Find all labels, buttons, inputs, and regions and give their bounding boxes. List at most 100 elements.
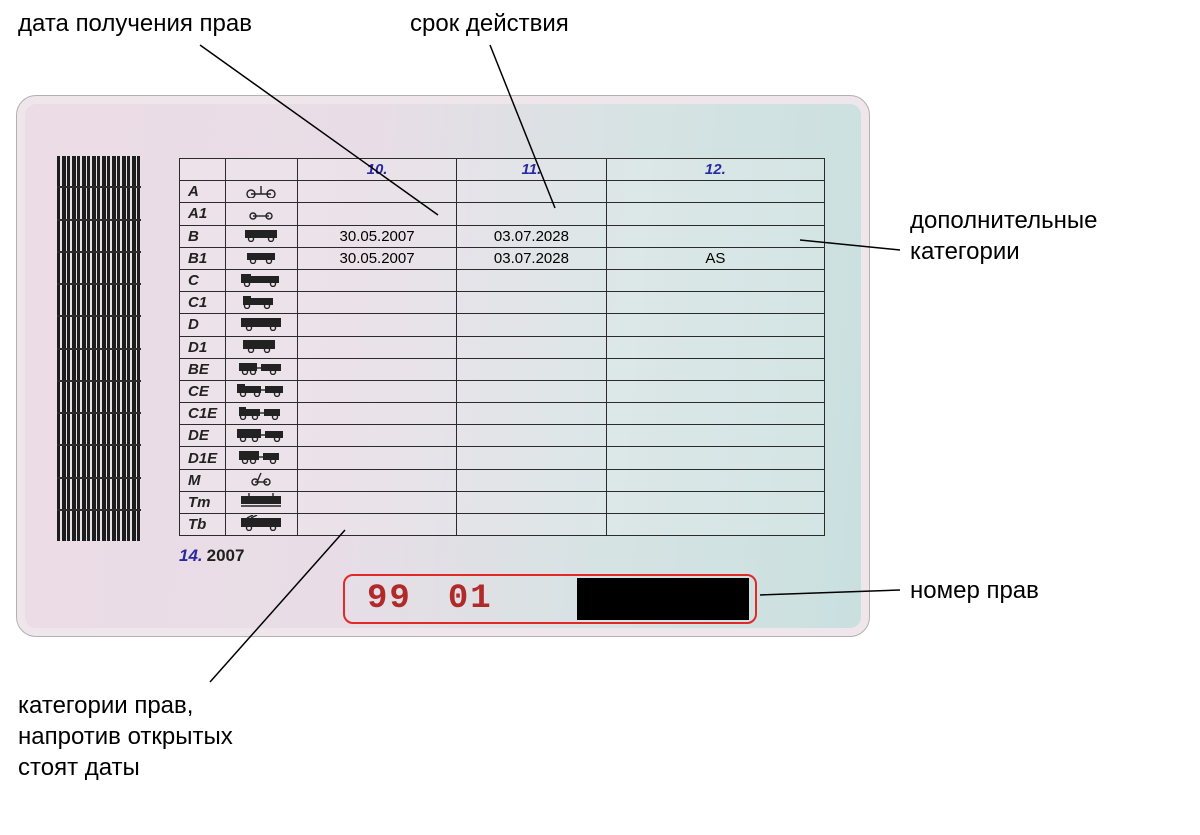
table-row: D: [180, 314, 825, 336]
cell-issue-date: [297, 181, 456, 203]
cell-expiry-date: [457, 181, 606, 203]
categories-table: 10. 11. 12. AA1B30.05.200703.07.2028B1 30…: [179, 158, 825, 536]
cell-category: A1: [180, 203, 226, 225]
cell-vehicle-icon: [225, 181, 297, 203]
table-row: C: [180, 269, 825, 291]
cell-category: Tb: [180, 514, 226, 536]
barcode: [57, 156, 141, 541]
cell-expiry-date: [457, 269, 606, 291]
cell-expiry-date: 03.07.2028: [457, 247, 606, 269]
table-row: B1 30.05.200703.07.2028AS: [180, 247, 825, 269]
cell-vehicle-icon: [225, 514, 297, 536]
license-number-redacted: [577, 578, 749, 620]
callout-extra-categories: дополнительные категории: [910, 205, 1097, 267]
cell-issue-date: [297, 425, 456, 447]
table-row: Tb: [180, 514, 825, 536]
cell-vehicle-icon: [225, 314, 297, 336]
cell-expiry-date: [457, 491, 606, 513]
cell-restrictions: [606, 403, 824, 425]
table-row: DE: [180, 425, 825, 447]
callout-license-number: номер прав: [910, 575, 1039, 606]
table-row: Tm: [180, 491, 825, 513]
cell-restrictions: [606, 491, 824, 513]
callout-categories-note: категории прав, напротив открытых стоят …: [18, 690, 233, 784]
cell-category: D: [180, 314, 226, 336]
cell-issue-date: [297, 358, 456, 380]
table-row: M: [180, 469, 825, 491]
cell-vehicle-icon: [225, 292, 297, 314]
cell-vehicle-icon: [225, 447, 297, 469]
cell-issue-date: [297, 491, 456, 513]
cell-vehicle-icon: [225, 247, 297, 269]
col-header-12: 12.: [606, 159, 824, 181]
table-row: CE: [180, 380, 825, 402]
table-row: A: [180, 181, 825, 203]
cell-restrictions: [606, 358, 824, 380]
cell-expiry-date: [457, 314, 606, 336]
table-row: D1E: [180, 447, 825, 469]
cell-restrictions: [606, 425, 824, 447]
cell-issue-date: [297, 469, 456, 491]
cell-expiry-date: [457, 447, 606, 469]
cell-issue-date: [297, 380, 456, 402]
cell-restrictions: [606, 514, 824, 536]
cell-restrictions: [606, 336, 824, 358]
field-14-label: 14.: [179, 546, 203, 565]
cell-category: A: [180, 181, 226, 203]
cell-restrictions: [606, 292, 824, 314]
cell-issue-date: [297, 269, 456, 291]
cell-category: Tm: [180, 491, 226, 513]
cell-expiry-date: [457, 336, 606, 358]
cell-restrictions: AS: [606, 247, 824, 269]
cell-restrictions: [606, 181, 824, 203]
cell-expiry-date: [457, 358, 606, 380]
cell-category: B: [180, 225, 226, 247]
cell-restrictions: [606, 269, 824, 291]
cell-category: B1: [180, 247, 226, 269]
cell-issue-date: 30.05.2007: [297, 247, 456, 269]
cell-expiry-date: [457, 403, 606, 425]
cell-issue-date: [297, 314, 456, 336]
license-number-part1: 99: [367, 580, 412, 618]
cell-vehicle-icon: [225, 469, 297, 491]
cell-restrictions: [606, 225, 824, 247]
cell-expiry-date: [457, 292, 606, 314]
cell-category: C1: [180, 292, 226, 314]
cell-issue-date: [297, 336, 456, 358]
table-row: BE: [180, 358, 825, 380]
cell-restrictions: [606, 447, 824, 469]
cell-category: C1E: [180, 403, 226, 425]
cell-restrictions: [606, 203, 824, 225]
cell-issue-date: [297, 447, 456, 469]
license-number-part2: 01: [448, 580, 493, 618]
cell-vehicle-icon: [225, 403, 297, 425]
cell-expiry-date: [457, 380, 606, 402]
cell-issue-date: [297, 403, 456, 425]
cell-category: DE: [180, 425, 226, 447]
cell-category: D1: [180, 336, 226, 358]
cell-category: C: [180, 269, 226, 291]
cell-vehicle-icon: [225, 336, 297, 358]
cell-expiry-date: [457, 203, 606, 225]
license-card-back: 10. 11. 12. AA1B30.05.200703.07.2028B1 30…: [16, 95, 870, 637]
col-header-10: 10.: [297, 159, 456, 181]
cell-vehicle-icon: [225, 425, 297, 447]
cell-vehicle-icon: [225, 225, 297, 247]
cell-issue-date: [297, 514, 456, 536]
table-row: C1: [180, 292, 825, 314]
cell-vehicle-icon: [225, 380, 297, 402]
cell-issue-date: [297, 203, 456, 225]
cell-expiry-date: [457, 469, 606, 491]
cell-category: CE: [180, 380, 226, 402]
table-row: D1: [180, 336, 825, 358]
callout-expiry: срок действия: [410, 8, 569, 39]
table-header-row: 10. 11. 12.: [180, 159, 825, 181]
cell-expiry-date: [457, 514, 606, 536]
table-row: B30.05.200703.07.2028: [180, 225, 825, 247]
cell-vehicle-icon: [225, 203, 297, 225]
cell-issue-date: [297, 292, 456, 314]
cell-restrictions: [606, 380, 824, 402]
cell-category: D1E: [180, 447, 226, 469]
cell-expiry-date: 03.07.2028: [457, 225, 606, 247]
cell-restrictions: [606, 469, 824, 491]
